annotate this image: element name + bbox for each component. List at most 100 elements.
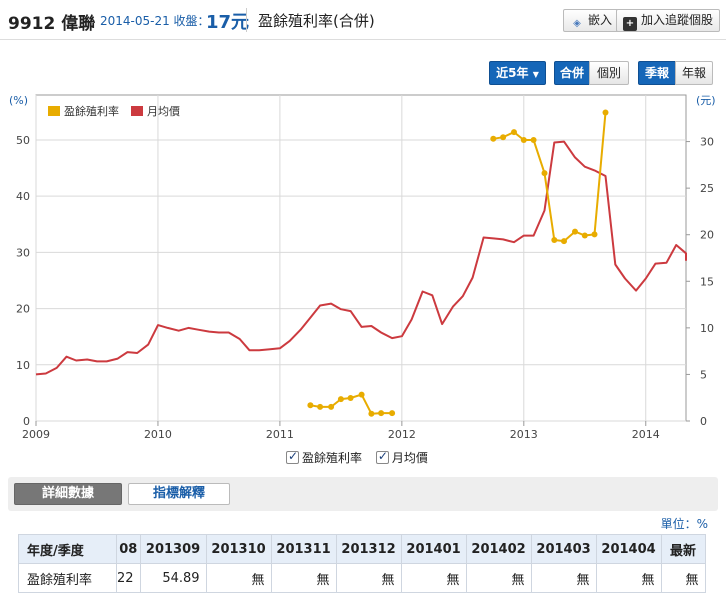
annual-toggle[interactable]: 年報 (675, 61, 713, 85)
page-title: 盈餘殖利率(合併) (258, 12, 375, 30)
left-tick-label: 20 (16, 303, 30, 316)
yield-point (368, 410, 375, 417)
date-close-label: 2014-05-21 收盤： (100, 14, 210, 28)
data-table: 年度/季度 08 201309 201310 201311 201312 201… (18, 534, 706, 593)
table-cell: 無 (660, 563, 706, 593)
right-tick-label: 20 (700, 229, 714, 242)
table-cell: 無 (465, 563, 532, 593)
right-tick-label: 10 (700, 322, 714, 335)
yield-point (328, 403, 335, 410)
right-tick-label: 15 (700, 275, 714, 288)
table-cell: 無 (530, 563, 597, 593)
add-watchlist-button[interactable]: + 加入追蹤個股 (616, 9, 721, 32)
toggle-yield-series[interactable]: 盈餘殖利率 (286, 449, 362, 465)
table-cell: 無 (335, 563, 402, 593)
legend-label-yield: 盈餘殖利率 (64, 104, 119, 118)
yield-point (581, 232, 588, 239)
yield-point (337, 396, 344, 403)
legend-swatch-yield (48, 106, 60, 116)
table-row-header-label: 年度/季度 (18, 534, 117, 564)
yield-point (389, 410, 396, 417)
legend-swatch-price (131, 106, 143, 116)
yield-point (490, 135, 497, 142)
price-line (35, 140, 687, 376)
yield-point (541, 170, 548, 177)
left-axis-ticks: 0 10 20 30 40 50 (16, 134, 30, 428)
yield-point (520, 137, 527, 143)
right-tick-label: 5 (700, 368, 707, 381)
x-tick-label: 2013 (510, 428, 538, 441)
toggle-price-label: 月均價 (391, 451, 428, 465)
yield-point (358, 391, 365, 398)
individual-toggle[interactable]: 個別 (589, 61, 629, 85)
tabs-bar: 詳細數據 指標解釋 (8, 477, 718, 511)
table-header-row: 年度/季度 08 201309 201310 201311 201312 201… (18, 534, 706, 564)
embed-button[interactable]: ◈ 嵌入 (563, 9, 620, 32)
add-watchlist-label: 加入追蹤個股 (641, 13, 714, 27)
table-cell: 22 (116, 563, 141, 593)
yield-point (530, 137, 537, 143)
table-cell: 無 (270, 563, 337, 593)
checkbox-checked-icon (375, 449, 389, 464)
embed-label: 嵌入 (588, 13, 613, 27)
table-column-header: 201403 (530, 534, 597, 564)
table-column-header: 201312 (335, 534, 402, 564)
yield-point (591, 231, 598, 238)
x-tick-label: 2014 (632, 428, 660, 441)
yield-point (551, 237, 558, 243)
tab-detail-data[interactable]: 詳細數據 (14, 483, 122, 505)
price-series (35, 140, 687, 376)
quarterly-toggle[interactable]: 季報 (638, 61, 676, 85)
right-tick-label: 0 (700, 415, 707, 428)
stock-id-name: 9912 偉聯 (8, 14, 96, 34)
x-tick-label: 2010 (144, 428, 172, 441)
left-tick-label: 10 (16, 359, 30, 372)
chevron-down-icon: ▼ (532, 70, 539, 79)
x-tick-label: 2011 (266, 428, 294, 441)
tab-indicator-explain[interactable]: 指標解釋 (128, 483, 230, 505)
table-cell: 無 (400, 563, 467, 593)
plot-area (35, 94, 687, 422)
embed-icon: ◈ (573, 18, 581, 29)
yield-point (572, 228, 578, 235)
right-tick-label: 30 (700, 136, 714, 149)
plus-icon: + (623, 17, 637, 31)
header-divider (246, 8, 247, 32)
table-column-header: 201401 (400, 534, 467, 564)
unit-label: 單位：% (660, 517, 708, 531)
yield-point (602, 109, 609, 116)
table-cell: 無 (595, 563, 662, 593)
checkbox-checked-icon (286, 449, 299, 464)
legend-label-price: 月均價 (147, 104, 180, 118)
yield-point (511, 129, 517, 136)
range-dropdown[interactable]: 近5年 ▼ (489, 61, 546, 85)
yield-point (307, 402, 314, 409)
x-axis-ticks: 2009 2010 2011 2012 2013 2014 (22, 421, 660, 441)
table-row: 盈餘殖利率 22 54.89 無 無 無 無 無 無 無 無 (18, 563, 706, 593)
table-column-header: 201309 (139, 534, 207, 564)
consolidated-toggle[interactable]: 合併 (554, 61, 590, 85)
yield-point (561, 238, 567, 245)
series-toggle-legend: 盈餘殖利率 月均價 (286, 449, 438, 466)
yield-price-chart: (%) (元) 0 10 20 30 40 50 0 5 10 15 20 25 30 2009 201… (9, 94, 716, 441)
left-tick-label: 0 (23, 415, 30, 428)
yield-point (378, 410, 385, 417)
page-header: 9912 偉聯 2014-05-21 收盤： 17元 盈餘殖利率(合併) ◈ 嵌入… (0, 0, 726, 40)
table-column-header: 最新 (660, 534, 706, 564)
table-cell: 無 (205, 563, 272, 593)
right-axis-ticks: 0 5 10 15 20 25 30 (686, 136, 714, 428)
chart-legend: 盈餘殖利率 月均價 (48, 104, 180, 118)
table-column-header: 201402 (465, 534, 532, 564)
close-price: 17元 (206, 12, 250, 33)
left-tick-label: 30 (16, 246, 30, 259)
yield-point (347, 395, 354, 401)
toggle-price-series[interactable]: 月均價 (375, 449, 428, 465)
left-tick-label: 40 (16, 190, 30, 203)
table-column-header: 201404 (595, 534, 662, 564)
grid-lines (35, 95, 686, 422)
right-axis-unit: (元) (696, 94, 716, 107)
left-axis-unit: (%) (9, 94, 28, 107)
x-tick-label: 2009 (22, 428, 50, 441)
table-column-header: 08 (116, 534, 141, 564)
right-tick-label: 25 (700, 182, 714, 195)
